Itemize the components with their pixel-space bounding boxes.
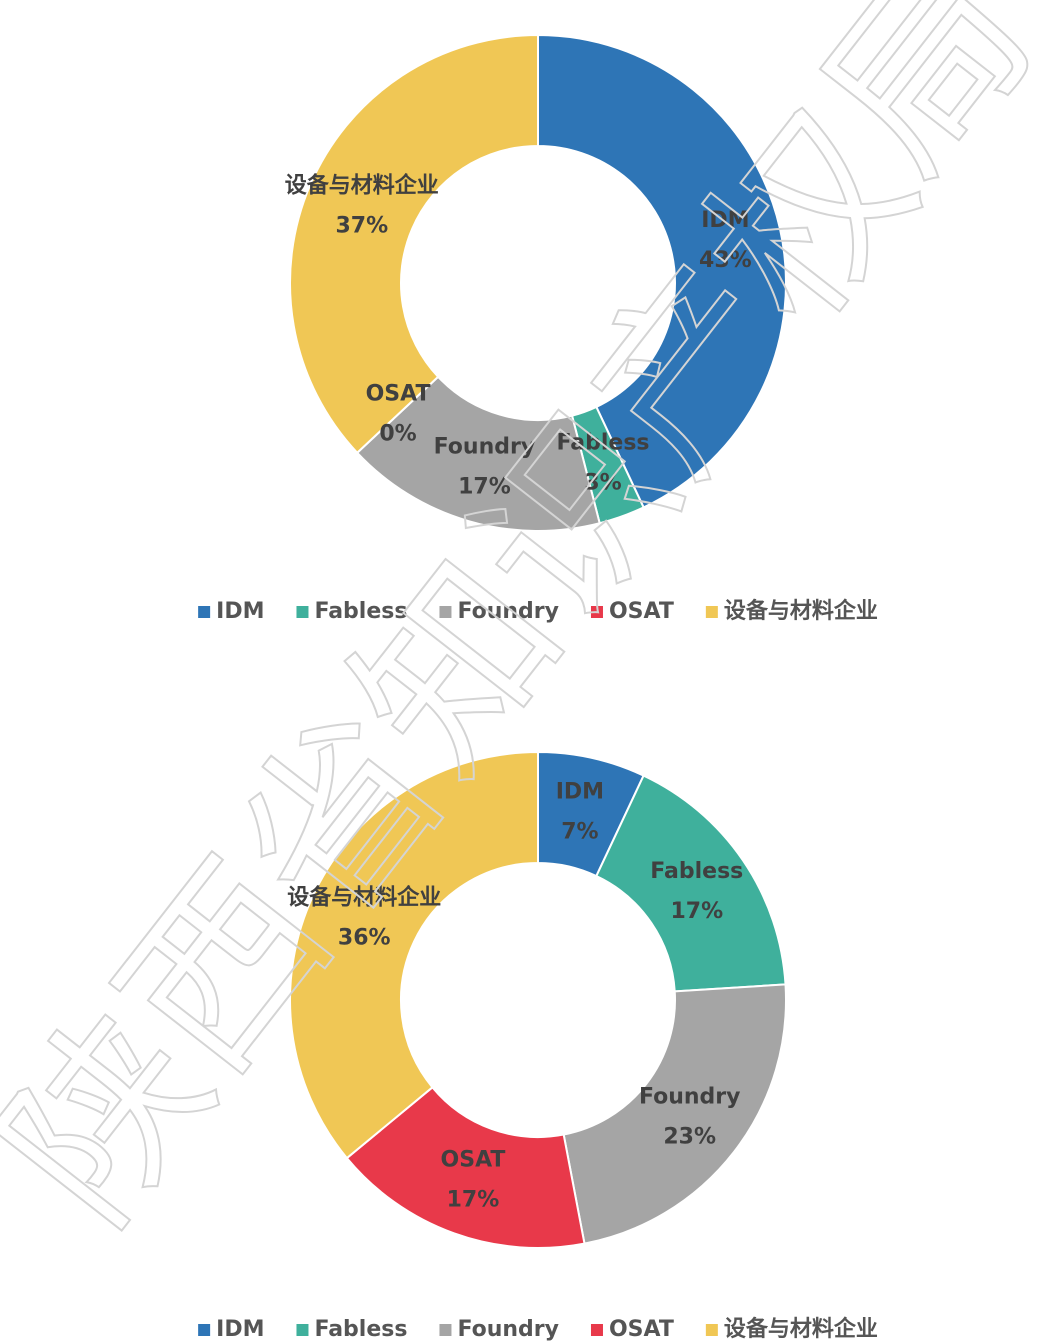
legend-label: 设备与材料企业 xyxy=(724,1316,878,1342)
legend-swatch xyxy=(198,1324,211,1336)
donut-slice xyxy=(289,33,539,455)
donut-slice xyxy=(355,375,601,532)
slice-value-label: 0% xyxy=(379,421,416,446)
legend-label: Foundry xyxy=(457,1317,559,1342)
slice-category-label: Foundry xyxy=(434,434,536,459)
slice-value-label: 17% xyxy=(447,1188,500,1213)
slice-category-label: OSAT xyxy=(366,381,431,406)
legend-swatch xyxy=(439,1324,452,1336)
slice-value-label: 17% xyxy=(670,899,723,924)
legend: IDM Fabless Foundry OSAT 设备与材料企业 xyxy=(198,1316,878,1342)
slice-category-label: 设备与材料企业 xyxy=(285,173,439,199)
legend: IDM Fabless Foundry OSAT 设备与材料企业 xyxy=(198,598,878,624)
legend-label: Fabless xyxy=(314,1317,407,1342)
slice-value-label: 36% xyxy=(338,925,391,950)
slice-value-label: 17% xyxy=(458,474,511,499)
slice-category-label: 设备与材料企业 xyxy=(287,884,441,910)
slice-category-label: Fabless xyxy=(557,431,650,456)
legend-swatch xyxy=(296,1324,309,1336)
donut-slice xyxy=(537,33,787,509)
legend-swatch xyxy=(705,606,718,618)
donut-slice xyxy=(289,750,539,1160)
slice-category-label: OSAT xyxy=(441,1148,506,1173)
donut-slice xyxy=(562,983,787,1245)
legend-label: OSAT xyxy=(609,1317,674,1342)
donut-slice xyxy=(345,1085,586,1249)
legend-swatch xyxy=(439,606,452,618)
legend-swatch xyxy=(590,606,603,618)
legend-label: IDM xyxy=(216,1317,264,1342)
slice-value-label: 43% xyxy=(699,248,752,273)
legend-label: OSAT xyxy=(609,599,674,624)
slice-value-label: 37% xyxy=(335,214,388,239)
slice-category-label: Foundry xyxy=(639,1085,741,1110)
legend-swatch xyxy=(198,606,211,618)
legend-label: 设备与材料企业 xyxy=(724,598,878,624)
slice-value-label: 3% xyxy=(584,471,621,496)
legend-swatch xyxy=(590,1324,603,1336)
legend-label: Foundry xyxy=(457,599,559,624)
slice-value-label: 23% xyxy=(663,1125,716,1150)
legend-label: IDM xyxy=(216,599,264,624)
legend-label: Fabless xyxy=(314,599,407,624)
donut-slice xyxy=(595,774,787,993)
legend-swatch xyxy=(705,1324,718,1336)
slice-category-label: Fabless xyxy=(650,859,743,884)
legend-swatch xyxy=(296,606,309,618)
watermark: 陕西省知识产权局 xyxy=(0,0,1043,1261)
slice-value-label: 7% xyxy=(561,820,598,845)
slice-category-label: IDM xyxy=(556,780,604,805)
slice-category-label: IDM xyxy=(701,208,749,233)
